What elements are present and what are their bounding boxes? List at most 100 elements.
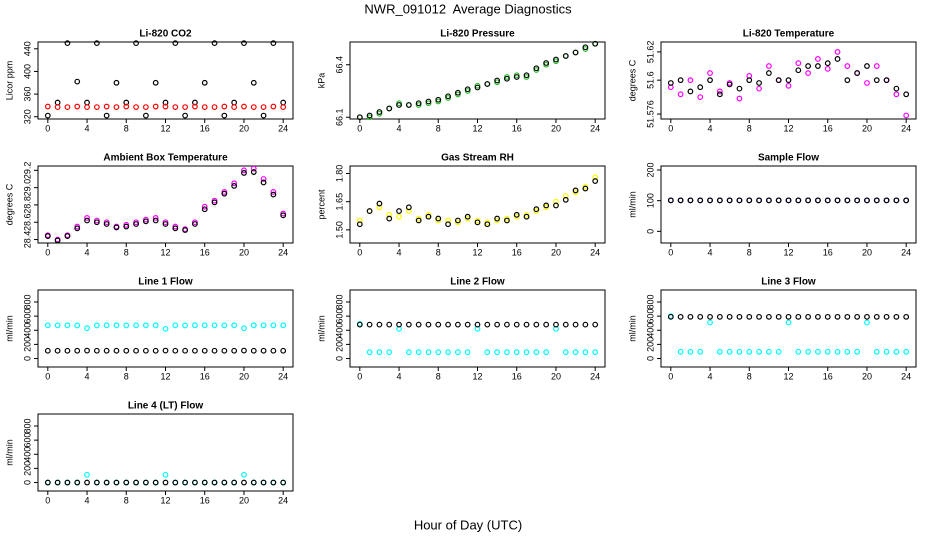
data-point [415, 217, 422, 224]
data-point [201, 322, 208, 329]
y-tick-label: 29.0 [22, 179, 32, 197]
data-point [815, 56, 821, 62]
y-tick-label: 0 [22, 480, 32, 485]
data-point [716, 348, 723, 355]
x-tick-label: 16 [200, 123, 210, 133]
data-point [435, 349, 442, 356]
data-point [592, 174, 599, 181]
x-tick-label: 16 [200, 495, 210, 505]
data-point [84, 104, 90, 111]
data-point [280, 104, 287, 111]
data-point [44, 112, 51, 119]
data-point [113, 479, 120, 486]
data-point [250, 104, 257, 111]
y-tick-label: 400 [22, 323, 32, 338]
data-point [494, 349, 501, 356]
data-point [250, 169, 257, 175]
data-point [677, 77, 684, 84]
data-point [805, 313, 812, 320]
y-tick-label: 200 [645, 337, 655, 352]
plot-frame [37, 165, 294, 244]
data-point [543, 60, 550, 66]
x-tick-label: 24 [278, 123, 288, 133]
x-tick-label: 24 [278, 247, 288, 257]
data-point [103, 322, 110, 329]
data-point [795, 197, 802, 204]
data-point [435, 215, 442, 222]
data-point [765, 70, 772, 76]
x-tick-label: 4 [708, 371, 713, 381]
data-point [405, 102, 412, 108]
x-tick-label: 12 [160, 123, 170, 133]
data-point [54, 479, 61, 486]
data-point [445, 321, 451, 328]
x-tick-label: 4 [708, 247, 713, 257]
data-point [726, 197, 733, 204]
data-point [93, 104, 100, 111]
data-point [572, 189, 579, 196]
x-tick-label: 0 [668, 247, 673, 257]
y-tick-label: 200 [334, 337, 344, 352]
data-point [687, 88, 694, 95]
data-point [415, 321, 422, 328]
plot-frame [37, 413, 294, 492]
data-point [435, 96, 442, 103]
data-point [260, 104, 267, 111]
data-point [84, 347, 90, 354]
y-axis-label: ml/min [4, 315, 14, 342]
data-point [356, 321, 363, 328]
data-point [405, 349, 412, 356]
data-point [64, 347, 71, 354]
data-point [270, 103, 277, 110]
data-point [172, 347, 179, 354]
data-point [504, 75, 510, 82]
plot-frame [660, 41, 917, 120]
data-point [162, 221, 169, 227]
data-point [504, 217, 510, 224]
data-point [873, 348, 880, 355]
panel-title: Line 4 (LT) Flow [128, 401, 204, 412]
data-point [182, 227, 189, 233]
x-tick-label: 8 [124, 495, 129, 505]
x-tick-label: 8 [124, 371, 129, 381]
data-point [250, 347, 257, 354]
data-point [883, 197, 890, 204]
data-point [113, 104, 120, 111]
x-tick-label: 0 [668, 371, 673, 381]
data-point [211, 199, 218, 206]
data-point [133, 347, 139, 354]
data-point [667, 80, 674, 86]
data-point [504, 349, 510, 356]
data-point [44, 322, 51, 329]
data-point [572, 49, 579, 56]
panel-title: Line 1 Flow [138, 277, 193, 288]
data-point [103, 221, 110, 227]
data-point [805, 70, 812, 76]
data-point [716, 88, 723, 95]
data-point [716, 197, 723, 204]
y-tick-label: 51.576 [645, 100, 655, 128]
data-point [815, 348, 821, 355]
data-point [231, 104, 238, 111]
data-point [533, 321, 540, 328]
panel-title: Li-820 Temperature [743, 29, 835, 40]
x-tick-label: 16 [823, 247, 833, 257]
y-tick-label: 400 [645, 323, 655, 338]
data-point [815, 63, 821, 69]
data-point [211, 347, 218, 354]
data-point [667, 313, 674, 320]
data-point [241, 170, 247, 176]
data-point [133, 479, 139, 486]
data-point [152, 217, 159, 224]
data-point [854, 197, 861, 204]
y-axis-label: Licor ppm [4, 61, 14, 101]
data-point [582, 321, 589, 328]
data-point [677, 348, 684, 355]
data-point [280, 322, 287, 329]
x-tick-label: 8 [436, 123, 441, 133]
x-tick-label: 4 [397, 247, 402, 257]
x-tick-label: 20 [862, 247, 872, 257]
x-tick-label: 0 [357, 123, 362, 133]
data-point [44, 479, 51, 486]
